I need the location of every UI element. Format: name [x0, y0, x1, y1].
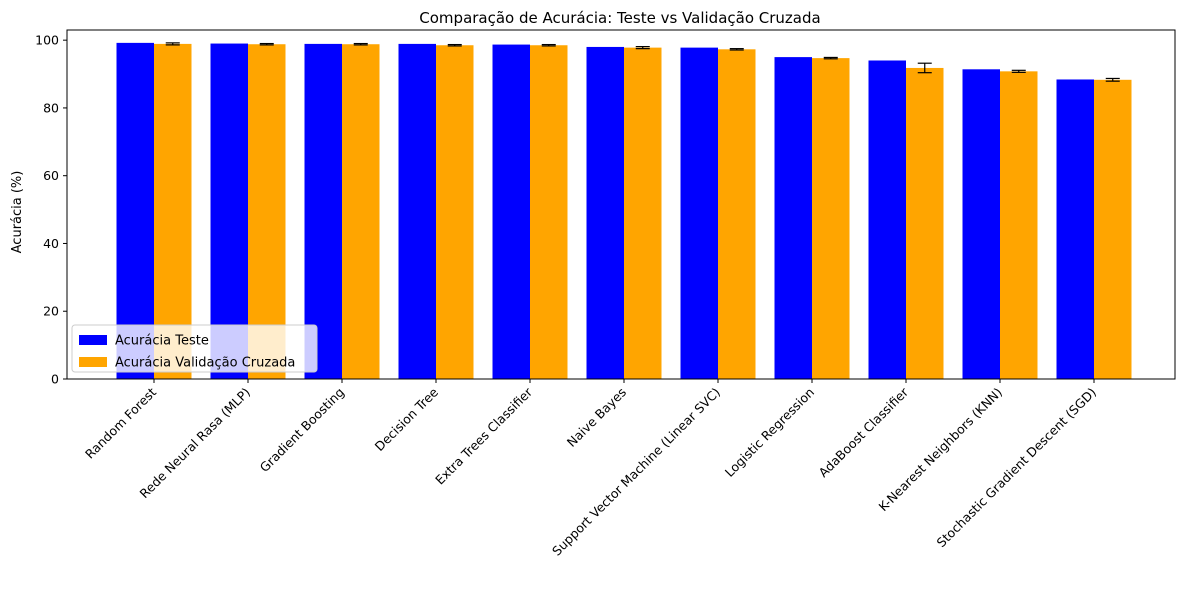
error-bar — [165, 42, 180, 46]
x-tick-label: Naive Bayes — [564, 385, 629, 450]
bar-acuracia-teste — [774, 57, 812, 379]
plot-frame — [66, 29, 1176, 380]
y-tick-label: 100 — [35, 33, 59, 48]
x-tick-label: Logistic Regression — [722, 385, 817, 480]
legend-swatch — [79, 357, 107, 367]
y-tick-label: 80 — [43, 100, 59, 115]
x-tick-label: Gradient Boosting — [257, 385, 348, 476]
legend-label: Acurácia Validação Cruzada — [115, 356, 295, 371]
bar-acuracia-validacao-cruzada — [342, 44, 380, 379]
bar-acuracia-teste — [962, 69, 1000, 379]
x-tick-label: Extra Trees Classifier — [432, 384, 536, 488]
error-bar — [1011, 69, 1026, 73]
bar-acuracia-teste — [398, 43, 436, 379]
bar-acuracia-teste — [868, 60, 906, 379]
bar-acuracia-validacao-cruzada — [906, 67, 944, 379]
bar-acuracia-teste — [210, 43, 248, 379]
legend: Acurácia Teste Acurácia Validação Cruzada — [71, 324, 318, 373]
error-bar — [447, 43, 462, 47]
error-bar — [541, 43, 556, 47]
error-bars-layer — [165, 42, 1120, 82]
bar-acuracia-teste — [116, 42, 154, 379]
error-bar — [259, 42, 274, 46]
y-tick-label: 20 — [43, 304, 59, 319]
error-bar — [1105, 77, 1120, 82]
legend-label: Acurácia Teste — [115, 334, 209, 349]
bar-acuracia-validacao-cruzada — [154, 43, 192, 379]
error-bar — [729, 48, 744, 51]
bar-acuracia-validacao-cruzada — [812, 58, 850, 380]
bar-acuracia-validacao-cruzada — [1000, 71, 1038, 380]
y-tick-label: 0 — [51, 372, 59, 387]
x-tick-label: Random Forest — [82, 384, 159, 461]
bar-acuracia-teste — [1056, 79, 1094, 379]
error-bar — [635, 46, 650, 50]
y-tick-label: 60 — [43, 168, 59, 183]
bar-acuracia-validacao-cruzada — [248, 44, 286, 379]
x-tick-label: Support Vector Machine (Linear SVC) — [549, 385, 723, 559]
error-bar — [353, 42, 368, 46]
chart-title: Comparação de Acurácia: Teste vs Validaç… — [419, 9, 820, 27]
error-bar — [823, 56, 838, 60]
bar-acuracia-teste — [304, 43, 342, 379]
bar-acuracia-validacao-cruzada — [436, 45, 474, 380]
x-tick-label: AdaBoost Classifier — [815, 384, 911, 480]
bar-acuracia-validacao-cruzada — [1094, 79, 1132, 379]
bar-acuracia-teste — [586, 46, 624, 380]
error-bar — [917, 62, 932, 74]
bar-acuracia-teste — [680, 47, 718, 380]
y-tick-label: 40 — [43, 236, 59, 251]
x-tick-label: Rede Neural Rasa (MLP) — [137, 385, 254, 502]
y-axis-ticks: 0 20 40 60 80 100 — [35, 33, 67, 387]
y-axis-label: Acurácia (%) — [10, 171, 25, 254]
legend-frame — [71, 324, 318, 373]
legend-swatch — [79, 335, 107, 345]
bar-acuracia-validacao-cruzada — [530, 45, 568, 380]
bar-acuracia-validacao-cruzada — [624, 47, 662, 380]
bars-layer — [116, 42, 1132, 380]
bar-acuracia-teste — [492, 44, 530, 379]
x-tick-label: Stochastic Gradient Descent (SGD) — [933, 385, 1099, 551]
x-tick-label: Decision Tree — [372, 384, 442, 454]
bar-acuracia-validacao-cruzada — [718, 49, 756, 379]
